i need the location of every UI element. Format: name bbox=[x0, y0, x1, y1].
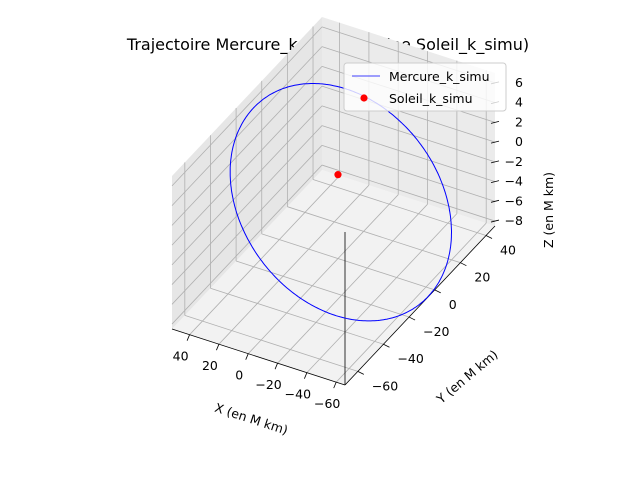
y-grid-floor bbox=[235, 260, 410, 318]
x-grid-floor bbox=[189, 175, 340, 335]
x-tick-mark bbox=[333, 381, 337, 389]
series-layer bbox=[229, 83, 452, 322]
x-grid-floor bbox=[277, 203, 428, 364]
legend-label-soleil: Soleil_k_simu bbox=[389, 91, 473, 106]
y-tick-mark bbox=[434, 289, 441, 294]
x-tick-mark bbox=[274, 363, 278, 370]
legend-label-mercure: Mercure_k_simu bbox=[389, 69, 490, 84]
z-grid-side bbox=[171, 26, 323, 187]
y-tick-mark bbox=[485, 235, 493, 239]
z-axis-ticks: −8 −6 −4 −2 0 2 4 6 bbox=[490, 75, 523, 228]
z-grid-side bbox=[171, 85, 323, 246]
x-tick-label: −20 bbox=[255, 377, 281, 392]
x-tick-mark bbox=[186, 334, 190, 341]
x-grid-floor bbox=[306, 213, 458, 373]
x-axis-line bbox=[171, 328, 346, 386]
x-axis-ticks: −60−40 −20 0 20 40 bbox=[173, 334, 340, 411]
y-tick-label: 0 bbox=[449, 297, 457, 312]
z-tick-label: −4 bbox=[505, 174, 523, 189]
z-tick-mark bbox=[490, 140, 500, 144]
z-tick-mark bbox=[490, 120, 500, 124]
y-axis-line bbox=[344, 225, 496, 386]
x-tick-label: −40 bbox=[285, 387, 311, 402]
y-tick-mark bbox=[383, 343, 390, 348]
x-tick-mark bbox=[245, 353, 249, 360]
legend-box bbox=[343, 62, 507, 112]
axis-lines bbox=[171, 225, 496, 386]
z-tick-label: 6 bbox=[515, 75, 523, 90]
series-mercure-orbit bbox=[229, 83, 452, 322]
z-tick-label: 2 bbox=[515, 114, 523, 129]
y-tick-label: 40 bbox=[500, 243, 516, 258]
y-grid-floor bbox=[287, 206, 461, 264]
z-grid-side bbox=[171, 66, 323, 226]
x-grid-floor bbox=[247, 194, 399, 354]
z-tick-label: −8 bbox=[505, 213, 523, 228]
floor-pane bbox=[172, 170, 495, 385]
y-grid-floor bbox=[210, 287, 384, 345]
x-tick-label: 40 bbox=[173, 349, 189, 364]
y-tick-label: −40 bbox=[397, 351, 423, 366]
x-tick-label: 0 bbox=[235, 368, 243, 383]
x-grid-floor bbox=[218, 184, 370, 345]
z-grid-side bbox=[171, 105, 323, 266]
z-tick-mark bbox=[490, 180, 500, 183]
z-grid-back bbox=[321, 144, 496, 202]
y-tick-label: 20 bbox=[474, 270, 490, 285]
x-grid-floor bbox=[335, 222, 487, 383]
x-tick-mark bbox=[304, 372, 308, 379]
y-tick-label: −20 bbox=[423, 324, 449, 339]
y-tick-mark bbox=[460, 262, 467, 267]
z-tick-label: 0 bbox=[515, 134, 523, 149]
side-pane bbox=[172, 17, 322, 329]
x-tick-label: 20 bbox=[202, 358, 218, 373]
z-tick-label: −6 bbox=[505, 193, 523, 208]
z-tick-mark bbox=[490, 199, 500, 203]
legend-point-marker bbox=[360, 94, 368, 102]
y-grid-floor bbox=[312, 179, 487, 236]
y-tick-mark bbox=[408, 316, 416, 321]
y-tick-label: −60 bbox=[372, 378, 398, 393]
y-grid-floor bbox=[261, 233, 435, 291]
series-soleil-point bbox=[334, 171, 342, 179]
z-axis-label: Z (en M km) bbox=[541, 172, 556, 248]
y-tick-mark bbox=[357, 371, 364, 375]
z-grid-side bbox=[171, 125, 323, 285]
z-grid-side bbox=[171, 145, 323, 305]
legend: Mercure_k_simu Soleil_k_simu bbox=[343, 62, 507, 112]
z-tick-label: −2 bbox=[505, 154, 523, 169]
z-grid-back bbox=[321, 105, 496, 163]
y-axis-ticks: −60 −40−200 20 40 bbox=[357, 235, 516, 393]
z-tick-mark bbox=[490, 219, 500, 223]
z-tick-mark bbox=[490, 160, 500, 164]
z-grid-back bbox=[321, 164, 496, 222]
z-grid-back bbox=[321, 125, 496, 182]
y-grid-floor bbox=[184, 315, 358, 372]
z-grid-side bbox=[171, 46, 323, 206]
z-grid-side bbox=[171, 164, 323, 325]
z-tick-label: 4 bbox=[515, 95, 523, 110]
x-tick-mark bbox=[216, 344, 220, 351]
x-tick-label: −60 bbox=[314, 396, 340, 411]
